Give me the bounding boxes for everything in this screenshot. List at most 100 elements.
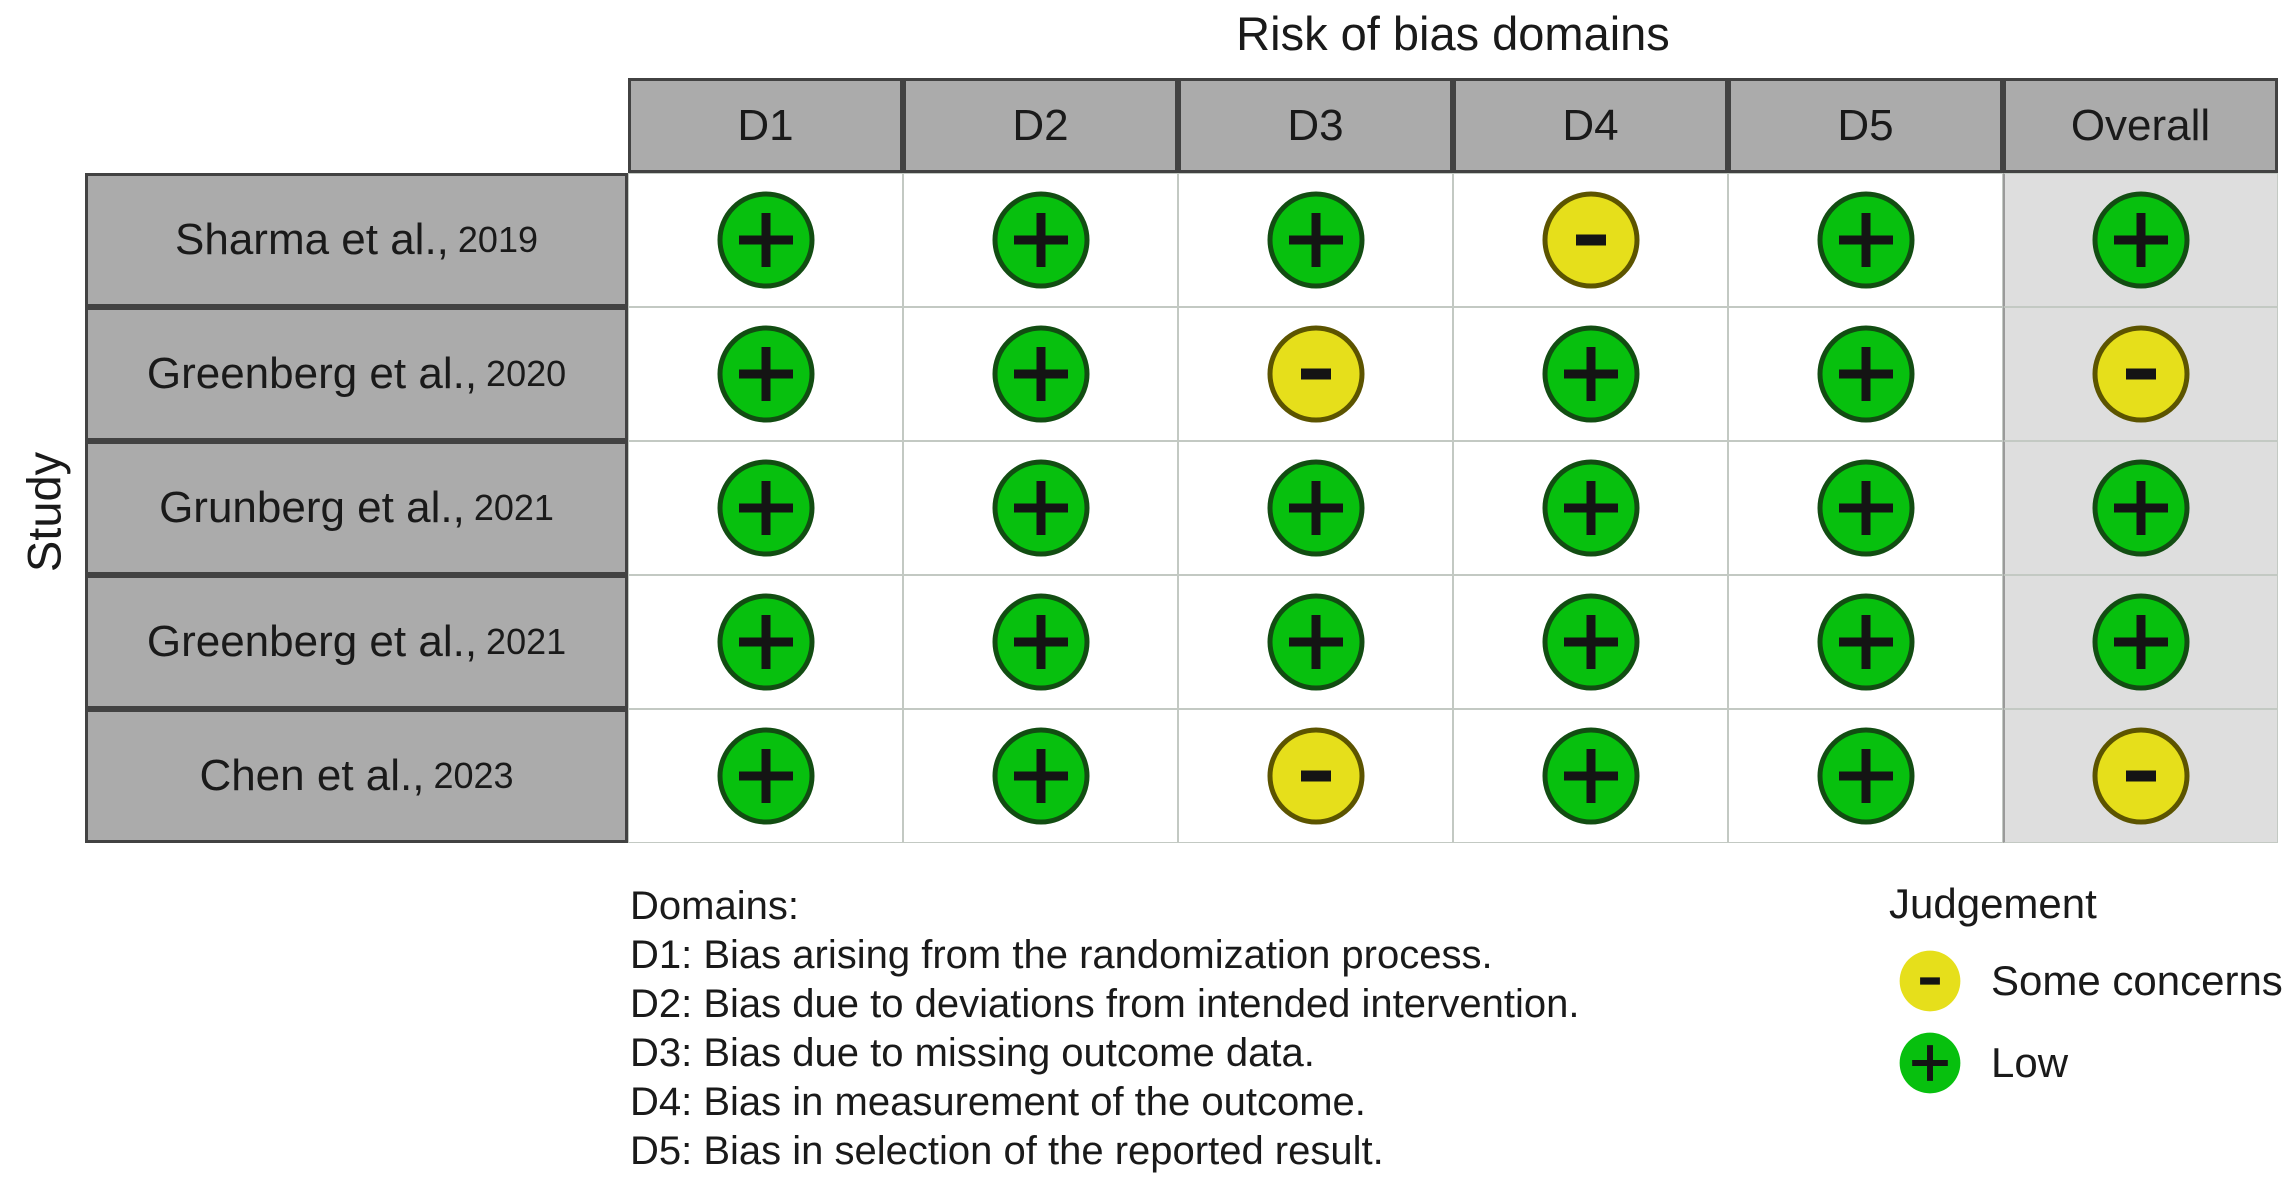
study-row-label: Grunberg et al., 2021 xyxy=(85,441,628,575)
judgement-cell-d4 xyxy=(1453,173,1728,307)
study-name: Greenberg et al., xyxy=(146,349,478,398)
judgement-cell-overall xyxy=(2003,173,2278,307)
judgement-cell-d3 xyxy=(1178,307,1453,441)
low-judgement-icon xyxy=(717,593,814,691)
legend-items: Some concerns Low xyxy=(1887,948,2283,1096)
rob-traffic-light-table: D1 D2 D3 D4 D5 Overall Sharma et al., 2019 Green… xyxy=(85,78,2278,843)
column-header-d4: D4 xyxy=(1453,78,1728,173)
judgement-cell-d3 xyxy=(1178,575,1453,709)
some-concerns-judgement-icon xyxy=(2092,727,2190,825)
column-header-overall: Overall xyxy=(2003,78,2278,173)
low-judgement-icon xyxy=(717,727,814,825)
domain-definition: D4: Bias in measurement of the outcome. xyxy=(630,1080,1366,1124)
column-header-d5: D5 xyxy=(1728,78,2003,173)
domain-definition: D1: Bias arising from the randomization … xyxy=(630,933,1493,977)
judgement-cell-d2 xyxy=(903,307,1178,441)
judgement-cell-d4 xyxy=(1453,441,1728,575)
judgement-cell-overall xyxy=(2003,441,2278,575)
judgement-cell-d5 xyxy=(1728,441,2003,575)
low-judgement-icon xyxy=(1817,325,1914,423)
low-judgement-icon xyxy=(1899,1032,1961,1094)
study-name: Greenberg et al., xyxy=(146,617,478,666)
low-judgement-icon xyxy=(1542,593,1639,691)
judgement-cell-overall xyxy=(2003,709,2278,843)
judgement-cell-d2 xyxy=(903,173,1178,307)
legend-item-some-concerns: Some concerns xyxy=(1897,948,2283,1014)
study-year: 2020 xyxy=(486,353,567,394)
some-concerns-judgement-icon xyxy=(1267,727,1364,825)
legend-item-label: Low xyxy=(1991,1039,2069,1086)
judgement-cell-d3 xyxy=(1178,709,1453,843)
low-judgement-icon xyxy=(1542,727,1639,825)
low-judgement-icon xyxy=(1817,191,1914,289)
legend-item-low: Low xyxy=(1897,1030,2283,1096)
low-judgement-icon xyxy=(1267,191,1364,289)
column-header-d3: D3 xyxy=(1178,78,1453,173)
study-year: 2019 xyxy=(457,219,538,260)
domains-heading: Domains: xyxy=(630,884,799,928)
low-judgement-icon xyxy=(717,191,814,289)
low-judgement-icon xyxy=(2092,593,2190,691)
domain-definition: D3: Bias due to missing outcome data. xyxy=(630,1031,1315,1075)
chart-title: Risk of bias domains xyxy=(1236,7,1670,60)
study-row-label: Greenberg et al., 2020 xyxy=(85,307,628,441)
judgement-cell-d1 xyxy=(628,709,903,843)
low-judgement-icon xyxy=(992,459,1089,557)
y-axis-label-study: Study xyxy=(17,451,71,573)
study-name: Sharma et al., xyxy=(175,215,449,264)
low-judgement-icon xyxy=(2092,191,2190,289)
some-concerns-judgement-icon xyxy=(2092,325,2190,423)
low-judgement-icon xyxy=(992,191,1089,289)
low-judgement-icon xyxy=(1817,727,1914,825)
low-judgement-icon xyxy=(1542,459,1639,557)
domain-definition: D5: Bias in selection of the reported re… xyxy=(630,1129,1384,1173)
judgement-cell-d4 xyxy=(1453,709,1728,843)
study-row-label: Chen et al., 2023 xyxy=(85,709,628,843)
judgement-cell-d5 xyxy=(1728,709,2003,843)
judgement-cell-d1 xyxy=(628,307,903,441)
judgement-cell-d2 xyxy=(903,441,1178,575)
table-corner xyxy=(85,78,628,173)
domain-definition: D2: Bias due to deviations from intended… xyxy=(630,982,1580,1026)
judgement-cell-d5 xyxy=(1728,307,2003,441)
legend: Judgement Some concerns Low xyxy=(1887,880,2283,1112)
low-judgement-icon xyxy=(992,593,1089,691)
domain-definitions: D1: Bias arising from the randomization … xyxy=(630,931,1579,1176)
low-judgement-icon xyxy=(1267,593,1364,691)
low-judgement-icon xyxy=(1542,325,1639,423)
low-judgement-icon xyxy=(1267,459,1364,557)
column-header-d2: D2 xyxy=(903,78,1178,173)
column-header-d1: D1 xyxy=(628,78,903,173)
low-judgement-icon xyxy=(1817,593,1914,691)
some-concerns-judgement-icon xyxy=(1267,325,1364,423)
judgement-cell-d5 xyxy=(1728,575,2003,709)
study-name: Grunberg et al., xyxy=(159,483,465,532)
study-year: 2021 xyxy=(473,487,554,528)
judgement-cell-d2 xyxy=(903,709,1178,843)
low-judgement-icon xyxy=(1817,459,1914,557)
judgement-cell-d1 xyxy=(628,441,903,575)
judgement-cell-d1 xyxy=(628,575,903,709)
study-row-label: Sharma et al., 2019 xyxy=(85,173,628,307)
study-row-label: Greenberg et al., 2021 xyxy=(85,575,628,709)
low-judgement-icon xyxy=(717,459,814,557)
judgement-cell-overall xyxy=(2003,575,2278,709)
judgement-cell-d1 xyxy=(628,173,903,307)
judgement-cell-d5 xyxy=(1728,173,2003,307)
low-judgement-icon xyxy=(2092,459,2190,557)
study-year: 2023 xyxy=(433,755,514,796)
low-judgement-icon xyxy=(992,325,1089,423)
judgement-cell-d4 xyxy=(1453,307,1728,441)
study-year: 2021 xyxy=(486,621,567,662)
legend-title: Judgement xyxy=(1889,880,2097,927)
judgement-cell-overall xyxy=(2003,307,2278,441)
judgement-cell-d3 xyxy=(1178,441,1453,575)
judgement-cell-d4 xyxy=(1453,575,1728,709)
study-name: Chen et al., xyxy=(199,751,425,800)
low-judgement-icon xyxy=(717,325,814,423)
low-judgement-icon xyxy=(992,727,1089,825)
judgement-cell-d2 xyxy=(903,575,1178,709)
some-concerns-judgement-icon xyxy=(1542,191,1639,289)
some-concerns-judgement-icon xyxy=(1899,950,1961,1012)
